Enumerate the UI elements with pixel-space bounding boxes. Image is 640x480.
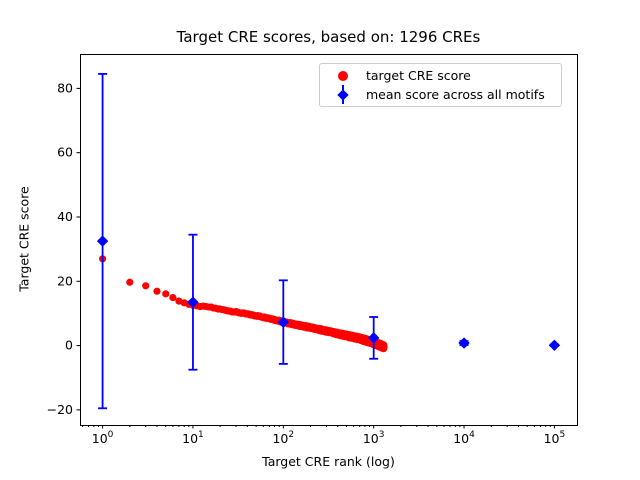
axis-tick-labels: −20 0 20 40 60 80 100 101 102 103 104 105 (47, 80, 566, 446)
legend: target CRE score mean score across all m… (319, 63, 562, 107)
target-score-point (162, 290, 170, 298)
y-tick-label: 0 (65, 338, 73, 353)
y-tick-label: 80 (57, 80, 73, 95)
target-score-point (153, 287, 161, 295)
legend-entry-target-score: target CRE score (320, 66, 561, 85)
mean-score-series (96, 73, 561, 410)
target-score-point (169, 293, 177, 302)
x-tick-label: 102 (272, 430, 294, 446)
x-tick-label: 104 (453, 430, 475, 446)
target-score-point (142, 282, 150, 290)
legend-circle-marker-icon (320, 66, 366, 85)
target-score-point (380, 344, 388, 352)
mean-score-diamond (96, 235, 109, 247)
x-tick-label: 103 (363, 430, 385, 446)
mean-score-diamond (548, 339, 561, 351)
legend-diamond-errorbar-icon (320, 85, 366, 104)
chart-title: Target CRE scores, based on: 1296 CREs (176, 28, 481, 46)
y-tick-label: 20 (57, 273, 73, 288)
x-tick-label: 100 (92, 430, 114, 446)
y-tick-label: 40 (57, 209, 73, 224)
x-tick-label: 105 (544, 430, 566, 446)
legend-label-mean-score: mean score across all motifs (366, 87, 545, 102)
mean-score-diamond (187, 296, 199, 308)
target-score-series (98, 255, 388, 353)
mean-score-diamond (458, 337, 470, 349)
plot-border (80, 54, 578, 426)
y-tick-label: 60 (57, 145, 73, 160)
x-tick-label: 101 (182, 430, 204, 446)
target-score-point (126, 278, 134, 286)
mean-score-diamond (277, 316, 290, 328)
legend-label-target-score: target CRE score (366, 68, 471, 83)
axis-ticks (76, 87, 555, 429)
legend-entry-mean-score: mean score across all motifs (320, 85, 561, 104)
y-tick-label: −20 (47, 402, 73, 417)
x-axis-label: Target CRE rank (log) (262, 454, 395, 469)
mean-score-diamond (367, 332, 380, 344)
